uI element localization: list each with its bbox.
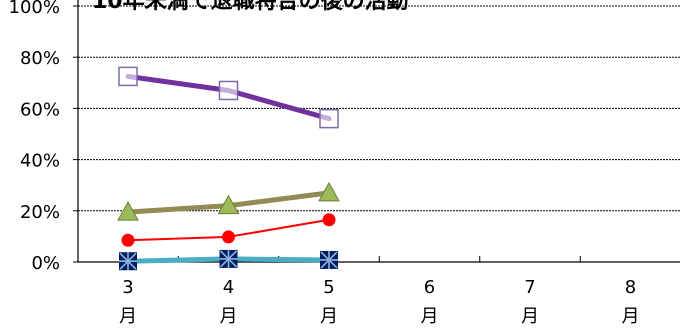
y-tick-label: 80% — [20, 48, 60, 69]
y-tick-labels: 0% 20% 40% 60% 80% 100% — [9, 0, 60, 274]
data-point — [222, 230, 235, 244]
data-point — [117, 201, 139, 221]
y-tick-label: 20% — [20, 202, 60, 223]
data-point — [320, 250, 338, 269]
series-group — [117, 66, 340, 271]
series-2 — [117, 181, 340, 221]
data-point — [319, 108, 339, 129]
data-point — [121, 233, 135, 247]
y-tick-label: 100% — [9, 0, 60, 18]
data-point — [119, 252, 137, 271]
y-tick-label: 60% — [20, 99, 60, 120]
axes — [73, 0, 680, 263]
data-point — [218, 80, 239, 101]
chart-title: 10年未満で退職特合の後の活動 — [92, 0, 409, 14]
y-tick-label: 40% — [20, 151, 60, 172]
data-point — [318, 181, 340, 202]
data-point — [217, 194, 240, 215]
x-tick-labels: 3 月 4 月 5 月 6 月 7 月 8 月 — [119, 277, 640, 327]
data-point — [322, 213, 336, 227]
series-4 — [119, 249, 338, 271]
series-3 — [121, 213, 336, 247]
data-point — [219, 249, 238, 268]
gridlines — [78, 5, 680, 212]
y-tick-label: 0% — [31, 253, 60, 274]
series-1 — [118, 66, 339, 129]
data-point — [118, 66, 138, 87]
